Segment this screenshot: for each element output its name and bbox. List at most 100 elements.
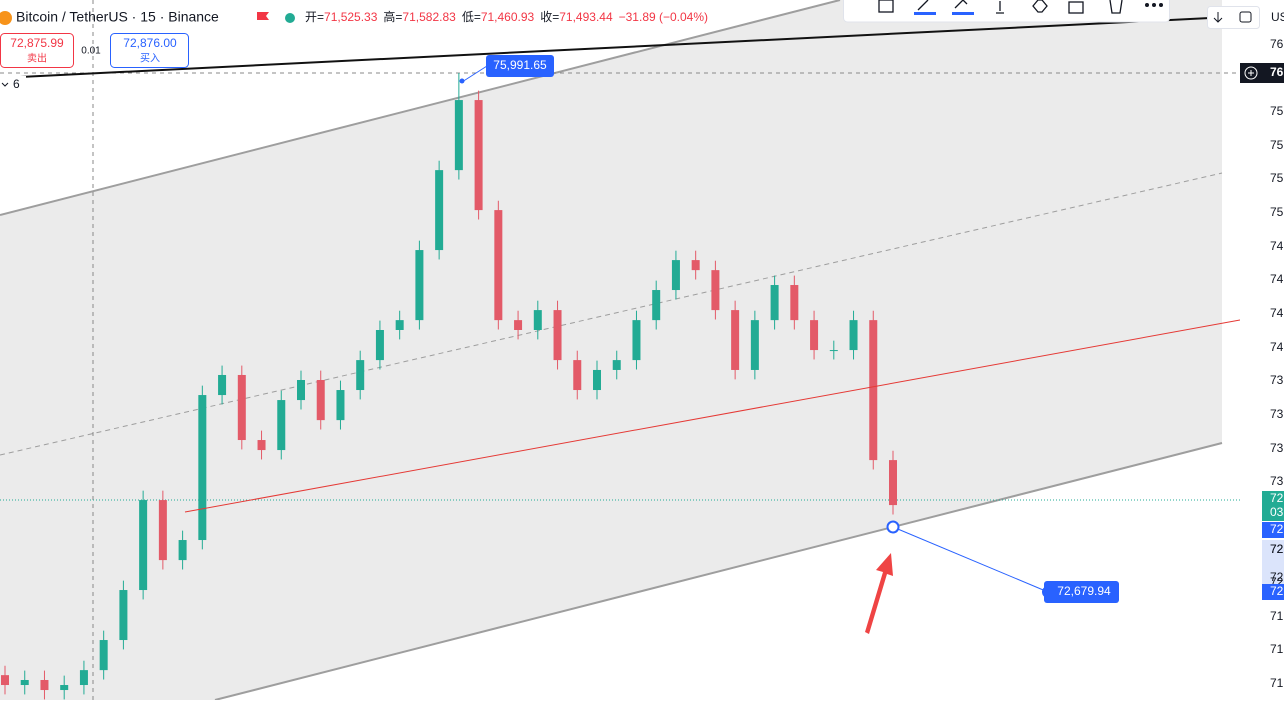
flag[interactable] bbox=[257, 12, 269, 20]
candle-body bbox=[218, 374, 227, 396]
candle-body bbox=[750, 320, 759, 370]
more-dot[interactable] bbox=[1145, 3, 1149, 7]
high-tag bbox=[1240, 63, 1284, 83]
candle-body bbox=[514, 320, 523, 330]
indicators-count: 6 bbox=[13, 77, 20, 91]
candle-body bbox=[277, 400, 286, 451]
candle-body bbox=[257, 440, 266, 451]
high-label: 75,991.65 bbox=[493, 58, 547, 72]
candle-body bbox=[158, 500, 167, 561]
candle-body bbox=[395, 320, 404, 330]
scale-icon bbox=[1213, 12, 1223, 23]
ohlc-value: 71,493.44 bbox=[559, 10, 613, 24]
sell-button[interactable] bbox=[0, 33, 74, 68]
tool-color[interactable] bbox=[914, 12, 936, 15]
target-tag bbox=[1262, 584, 1284, 600]
high-label-bg bbox=[486, 55, 554, 77]
candle-body bbox=[297, 379, 305, 401]
plus-icon[interactable] bbox=[1244, 66, 1258, 80]
axis-label: 73 bbox=[1270, 407, 1284, 421]
ohlc-label: 高= bbox=[383, 9, 402, 24]
axis-label: 76 bbox=[1270, 37, 1284, 51]
candle-body bbox=[474, 100, 483, 211]
candle-body bbox=[553, 310, 562, 361]
more-dot[interactable] bbox=[1152, 3, 1156, 7]
channel-lower bbox=[214, 442, 1223, 701]
last-tag-text: 72 bbox=[1270, 491, 1284, 505]
axis-label: 74 bbox=[1270, 272, 1284, 286]
candle-body bbox=[356, 360, 365, 391]
sell-price: 72,875.99 bbox=[10, 36, 64, 50]
tool-icon[interactable] bbox=[1068, 1, 1084, 14]
candle-body bbox=[829, 350, 838, 352]
channel-upper bbox=[0, 0, 841, 216]
high-tag-text: 76 bbox=[1270, 65, 1284, 79]
axis-label: 73 bbox=[1270, 441, 1284, 455]
candle-body bbox=[533, 310, 542, 330]
axis-label: 75 bbox=[1270, 138, 1284, 152]
candle-body bbox=[889, 460, 897, 506]
mark-tag-text: 72 bbox=[1270, 522, 1284, 536]
axis-label: 75 bbox=[1270, 171, 1284, 185]
tool-icon[interactable] bbox=[954, 0, 968, 9]
candle-body bbox=[691, 260, 700, 271]
target-label-bg bbox=[1044, 581, 1119, 603]
candle-body bbox=[1, 675, 9, 686]
candle-body bbox=[632, 320, 641, 361]
axis-label: 71 bbox=[1270, 642, 1284, 656]
buy-label: 买入 bbox=[140, 53, 160, 65]
coin-icon bbox=[0, 11, 12, 25]
axis-label: 74 bbox=[1270, 239, 1284, 253]
currency: US bbox=[1271, 10, 1284, 24]
range-tag: 72 bbox=[1270, 542, 1284, 556]
buy-button[interactable] bbox=[110, 33, 189, 68]
candle-body bbox=[731, 310, 740, 370]
mark-tag bbox=[1262, 522, 1284, 538]
tool-icon[interactable] bbox=[996, 1, 1004, 14]
ohlc-change: −31.89 (−0.04%) bbox=[619, 10, 708, 24]
ohlc-label: 收= bbox=[540, 10, 559, 24]
anchor[interactable] bbox=[886, 520, 900, 534]
candle-body bbox=[790, 285, 799, 321]
ohlc: 开= 71,525.33 高= 71,582.83 低= 71,460.93 收= 71,49… bbox=[305, 9, 708, 24]
spread: 0.01 bbox=[81, 46, 101, 57]
indicators-toggle[interactable] bbox=[0, 76, 26, 94]
scale-controls[interactable] bbox=[1207, 6, 1260, 29]
drawing-toolbar bbox=[843, 0, 1170, 23]
candle-body bbox=[593, 369, 601, 391]
tool-icon[interactable] bbox=[1109, 0, 1123, 14]
axis-label: 73 bbox=[1270, 474, 1284, 488]
candle-body bbox=[336, 390, 345, 421]
candle-body bbox=[711, 270, 720, 311]
axis-label: 74 bbox=[1270, 340, 1284, 354]
candle-body bbox=[671, 260, 680, 291]
more-dot[interactable] bbox=[1159, 3, 1163, 7]
range-tag: 72 bbox=[1270, 570, 1284, 584]
candle-body bbox=[60, 685, 69, 691]
target-tag-text: 72 bbox=[1270, 584, 1284, 598]
candle-body bbox=[652, 290, 661, 321]
axis-label: 71 bbox=[1270, 676, 1284, 690]
candle-body bbox=[40, 679, 49, 691]
high-dot bbox=[459, 78, 465, 84]
candle-body bbox=[99, 640, 108, 671]
tool-icon[interactable] bbox=[917, 0, 929, 11]
candle-body bbox=[316, 379, 325, 421]
symbol[interactable]: Bitcoin / TetherUS · 15 · Binance bbox=[16, 9, 219, 25]
candle-body bbox=[435, 170, 444, 251]
ohlc-value: 71,525.33 bbox=[324, 10, 378, 24]
candle-body bbox=[869, 320, 878, 461]
tool-icon[interactable] bbox=[878, 0, 894, 13]
candle-body bbox=[375, 329, 384, 361]
candle-body bbox=[139, 500, 148, 591]
candle-body bbox=[494, 210, 503, 321]
tool-icon[interactable] bbox=[1032, 0, 1048, 13]
candle-body bbox=[810, 320, 819, 351]
buy-price: 72,876.00 bbox=[123, 36, 177, 50]
axis-label: 75 bbox=[1270, 205, 1284, 219]
black-trendline bbox=[0, 17, 1211, 79]
tool-color[interactable] bbox=[952, 12, 974, 15]
